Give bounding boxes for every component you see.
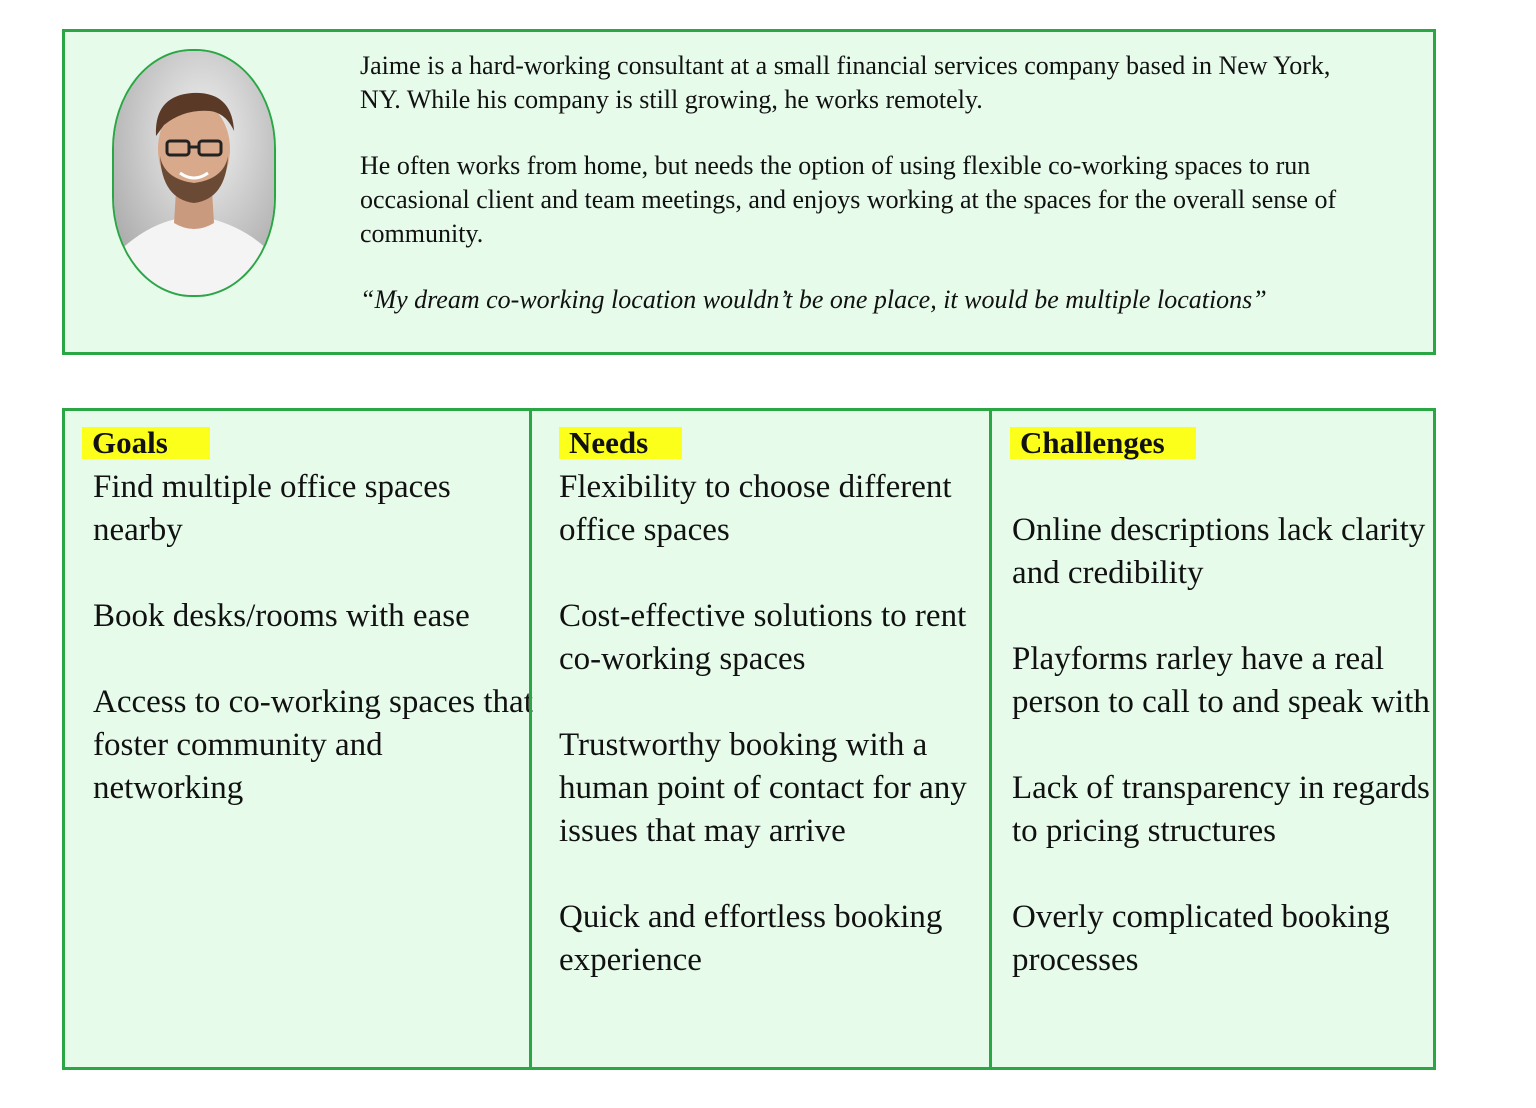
persona-bio-card: Jaime is a hard-working consultant at a …	[62, 29, 1436, 355]
goals-list: Find multiple office spaces nearby Book …	[93, 466, 533, 853]
needs-item: Trustworthy booking with a human point o…	[559, 727, 967, 849]
goals-column: Goals Find multiple office spaces nearby…	[65, 411, 533, 1067]
challenges-column: Challenges Online descriptions lack clar…	[989, 411, 1433, 1067]
persona-bio-text: Jaime is a hard-working consultant at a …	[360, 49, 1370, 317]
needs-column: Needs Flexibility to choose different of…	[529, 411, 989, 1067]
goals-item: Book desks/rooms with ease	[93, 598, 470, 634]
needs-item: Cost-effective solutions to rent co-work…	[559, 598, 967, 677]
challenges-heading: Challenges	[1010, 427, 1196, 459]
challenges-list: Online descriptions lack clarity and cre…	[1012, 509, 1432, 1025]
challenges-item: Online descriptions lack clarity and cre…	[1012, 512, 1426, 591]
needs-heading: Needs	[559, 427, 682, 459]
bio-paragraph-2: He often works from home, but needs the …	[360, 151, 1337, 248]
persona-details-grid: Goals Find multiple office spaces nearby…	[62, 408, 1436, 1070]
persona-quote: “My dream co-working location wouldn’t b…	[360, 285, 1267, 314]
challenges-item: Playforms rarley have a real person to c…	[1012, 641, 1430, 720]
persona-avatar	[112, 49, 276, 297]
needs-item: Flexibility to choose different office s…	[559, 469, 952, 548]
needs-item: Quick and effortless booking experience	[559, 899, 943, 978]
challenges-item: Lack of transparency in regards to prici…	[1012, 770, 1430, 849]
challenges-item: Overly complicated booking processes	[1012, 899, 1390, 978]
needs-list: Flexibility to choose different office s…	[559, 466, 989, 1025]
bio-paragraph-1: Jaime is a hard-working consultant at a …	[360, 51, 1331, 114]
goals-item: Access to co-working spaces that foster …	[93, 684, 533, 806]
goals-item: Find multiple office spaces nearby	[93, 469, 451, 548]
goals-heading: Goals	[82, 427, 210, 459]
